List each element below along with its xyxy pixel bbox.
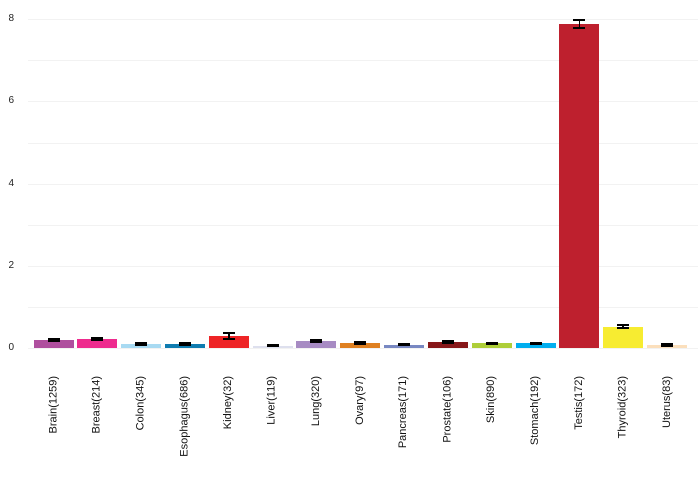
bar-kidney [208,335,249,348]
errorbar-cap-top-testis [573,19,586,22]
errorbar-cap-bottom-ovary [354,342,367,345]
errorbar-cap-top-uterus [660,342,673,345]
errorbar-cap-bottom-breast [91,339,104,342]
errorbar-cap-bottom-kidney [222,337,235,340]
errorbar-cap-bottom-testis [573,26,586,29]
gridline-2 [28,265,698,267]
bar-skin [471,343,512,348]
errorbar-cap-top-skin [485,341,498,344]
errorbar-cap-top-breast [91,336,104,339]
errorbar-cap-top-colon [135,342,148,345]
x-tick-label-colon: Colon(345) [134,376,147,431]
x-tick-label-brain: Brain(1259) [47,376,59,434]
x-tick-label-stomach: Stomach(192) [529,376,542,446]
gridline-3 [28,224,698,226]
gridline-6 [28,101,698,103]
errorbar-cap-top-ovary [354,341,367,344]
errorbar-line-prostate [447,340,449,344]
errorbar-cap-bottom-thyroid [617,327,630,330]
x-tick-label-liver: Liver(119) [266,376,279,425]
gridline-7 [28,60,698,62]
bar-stomach [515,343,556,348]
errorbar-line-lung [315,339,318,342]
bar-esophagus [164,343,205,348]
errorbar-cap-bottom-esophagus [178,343,191,346]
bar-breast [77,338,118,348]
x-tick-label-pancreas: Pancreas(171) [397,376,410,449]
errorbar-cap-top-stomach [529,341,542,344]
bar-prostate [427,341,468,348]
x-tick-label-uterus: Uterus(83) [660,376,673,428]
errorbar-line-brain [52,338,55,342]
errorbar-line-breast [96,337,99,341]
errorbar-cap-bottom-uterus [660,344,673,347]
x-tick-label-lung: Lung(320) [309,376,322,427]
errorbar-cap-top-liver [266,343,279,346]
x-tick-label-esophagus: Esophagus(686) [178,376,191,457]
bar-thyroid [603,326,644,348]
errorbar-cap-bottom-pancreas [398,344,411,347]
x-tick-label-kidney: Kidney(32) [222,376,235,430]
x-tick-label-skin: Skin(890) [485,376,498,424]
errorbar-cap-bottom-stomach [529,343,542,346]
errorbar-cap-top-thyroid [617,323,630,326]
errorbar-cap-bottom-skin [485,343,498,346]
errorbar-cap-top-lung [310,338,323,341]
gridline-5 [28,142,698,144]
errorbar-cap-bottom-lung [310,340,323,343]
errorbar-cap-top-brain [47,337,60,340]
gridline-8 [28,19,698,21]
errorbar-cap-top-esophagus [178,342,191,345]
gridline-0 [28,348,698,349]
x-tick-label-ovary: Ovary(97) [353,376,366,425]
y-tick-label-6: 6 [8,95,14,107]
x-tick-label-prostate: Prostate(106) [441,376,454,443]
bar-ovary [340,343,381,348]
x-tick-label-testis: Testis(172) [572,376,585,430]
y-tick-label-0: 0 [8,342,14,353]
errorbar-cap-top-pancreas [398,343,411,346]
errorbar-cap-bottom-prostate [441,342,454,345]
x-tick-label-breast: Breast(214) [90,376,103,434]
errorbar-cap-bottom-colon [135,343,148,346]
errorbar-line-testis [578,20,581,28]
errorbar-cap-top-prostate [441,339,454,342]
errorbar-line-kidney [228,332,230,339]
bar-brain [33,340,74,348]
y-tick-label-8: 8 [8,13,14,25]
x-tick-label-thyroid: Thyroid(323) [616,376,629,439]
errorbar-cap-bottom-liver [266,345,279,348]
errorbar-line-thyroid [622,324,624,329]
bar-lung [296,340,337,348]
y-tick-label-2: 2 [8,259,14,271]
errorbar-cap-bottom-brain [47,340,60,343]
bar-colon [121,343,162,348]
y-tick-label-4: 4 [8,177,14,189]
errorbar-cap-top-kidney [222,331,235,334]
gridline-4 [28,183,698,185]
gridline-1 [28,306,698,308]
bar-testis [559,24,600,348]
bar-pancreas [384,344,425,348]
